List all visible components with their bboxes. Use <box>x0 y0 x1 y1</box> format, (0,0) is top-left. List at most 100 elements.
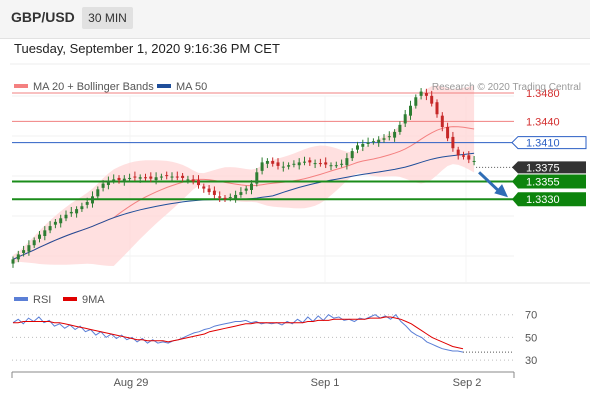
legend-swatch <box>14 84 28 88</box>
candle-body <box>106 180 110 186</box>
candle-body <box>43 230 47 236</box>
candle-body <box>91 196 94 204</box>
pivot-label-box <box>511 136 587 150</box>
candle-body <box>446 126 450 139</box>
candle-body <box>318 163 322 165</box>
legend-label: 9MA <box>82 294 105 306</box>
candle-body <box>430 95 434 104</box>
candle-body <box>170 176 174 178</box>
candle-body <box>32 240 36 246</box>
candle-body <box>281 166 285 168</box>
candle-body <box>218 196 222 198</box>
candle-body <box>366 142 370 144</box>
candle-body <box>122 178 126 182</box>
candle-body <box>80 206 84 210</box>
candle-body <box>467 155 471 160</box>
candle-body <box>260 162 264 171</box>
rsi-tick-label: 30 <box>525 355 537 367</box>
candle-body <box>440 115 444 127</box>
candle-body <box>403 114 407 124</box>
candle-body <box>112 179 116 181</box>
candle-body <box>85 202 89 205</box>
forecast-arrow-head <box>494 184 508 198</box>
price-levels <box>12 92 514 201</box>
price-legend: MA 20 + Bollinger Bands MA 50 <box>14 81 207 93</box>
candle-body <box>27 245 31 252</box>
candle-body <box>350 151 354 159</box>
candle-body <box>334 165 338 167</box>
candle-body <box>38 234 41 239</box>
rsi-panel: 70 50 30 RSI 9MA <box>10 282 590 367</box>
candle-body <box>287 165 291 167</box>
support-label-box <box>512 192 586 207</box>
candle-body <box>435 102 439 115</box>
support-label: 1.3330 <box>526 194 560 206</box>
candle-body <box>133 176 137 178</box>
candle-body <box>59 218 63 224</box>
candle-body <box>48 226 52 231</box>
candle-body <box>181 175 185 178</box>
support-label-box <box>512 174 586 189</box>
candle-body <box>223 197 227 200</box>
candle-body <box>144 177 147 179</box>
candle-body <box>186 179 190 181</box>
candle-body <box>69 211 73 214</box>
candle-body <box>393 131 397 138</box>
price-panel: 1.3480 1.3440 1.3410 1.3355 1.3330 1.3375 MA … <box>10 63 590 282</box>
candle-body <box>313 163 317 165</box>
candle-body <box>228 197 232 199</box>
candle-body <box>340 163 344 165</box>
candle-body <box>345 158 349 166</box>
candles <box>11 88 476 268</box>
candle-body <box>398 124 402 132</box>
candle-body <box>382 138 386 140</box>
candle-body <box>361 143 365 147</box>
candle-body <box>96 189 100 197</box>
candle-body <box>212 190 216 195</box>
forecast-arrow-shaft <box>478 171 501 193</box>
candle-body <box>377 139 381 143</box>
candle-body <box>265 160 269 164</box>
support-label: 1.3355 <box>526 176 560 188</box>
candle-body <box>387 136 391 138</box>
x-tick-label: Aug 29 <box>114 377 149 389</box>
candle-body <box>234 194 238 199</box>
rsi-line <box>12 313 464 353</box>
legend-swatch <box>63 297 77 301</box>
bollinger-band <box>13 85 475 267</box>
resistance-label: 1.3480 <box>526 88 560 100</box>
legend-swatch <box>14 297 28 301</box>
forecast-arrow <box>478 171 508 198</box>
chart-header: GBP/USD 30 MIN <box>0 0 590 39</box>
candle-body <box>292 163 296 165</box>
rsi-tick-label: 70 <box>525 310 537 322</box>
legend-label: MA 50 <box>176 81 207 93</box>
candle-body <box>419 91 423 96</box>
candle-body <box>11 259 15 264</box>
candle-body <box>197 180 200 186</box>
candle-body <box>22 250 26 253</box>
candle-body <box>53 221 57 225</box>
candle-body <box>456 149 460 156</box>
candle-body <box>451 136 455 149</box>
candle-body <box>165 175 169 177</box>
candle-body <box>244 188 248 191</box>
candle-body <box>472 160 476 162</box>
x-tick-label: Sep 2 <box>453 377 482 389</box>
candle-body <box>414 97 418 106</box>
x-tick-label: Sep 1 <box>311 377 340 389</box>
candle-body <box>175 176 179 178</box>
watermark-text: Research © 2020 Trading Central <box>432 82 581 93</box>
candle-body <box>202 186 206 189</box>
timeframe-button[interactable]: 30 MIN <box>82 7 133 29</box>
candle-body <box>255 172 259 184</box>
candle-body <box>250 183 253 190</box>
candle-body <box>64 214 68 219</box>
candle-body <box>75 209 79 214</box>
candle-body <box>308 160 312 163</box>
candle-body <box>329 165 333 167</box>
rsi-legend: RSI 9MA <box>14 294 105 306</box>
candle-body <box>191 179 195 182</box>
candle-body <box>149 176 153 179</box>
